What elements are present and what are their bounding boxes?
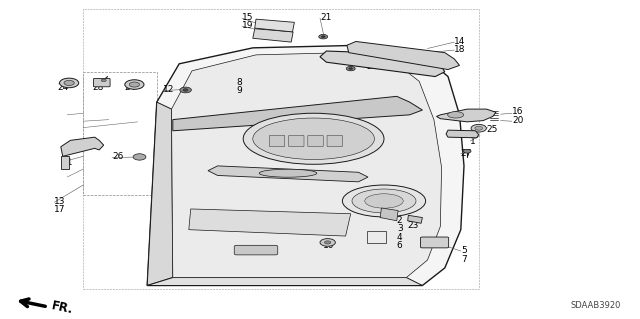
Circle shape [321, 36, 325, 38]
Polygon shape [347, 41, 460, 70]
Text: 17: 17 [54, 205, 66, 214]
Polygon shape [436, 109, 496, 122]
FancyBboxPatch shape [269, 135, 285, 147]
FancyBboxPatch shape [289, 135, 304, 147]
Circle shape [320, 239, 335, 246]
Polygon shape [408, 215, 422, 223]
Text: 8: 8 [237, 78, 243, 87]
Text: 14: 14 [454, 37, 466, 46]
Polygon shape [380, 208, 398, 221]
Text: 19: 19 [242, 21, 253, 30]
Polygon shape [189, 209, 351, 236]
Circle shape [133, 154, 146, 160]
Text: 3: 3 [397, 224, 403, 233]
Polygon shape [208, 166, 368, 182]
Polygon shape [173, 96, 422, 131]
Text: 22: 22 [366, 62, 378, 70]
Text: 12: 12 [163, 85, 175, 94]
Text: 5: 5 [461, 246, 467, 255]
Text: 20: 20 [512, 116, 524, 125]
Circle shape [463, 149, 471, 153]
Text: 7: 7 [461, 255, 467, 263]
FancyBboxPatch shape [420, 237, 449, 248]
Circle shape [319, 34, 328, 39]
Ellipse shape [259, 169, 317, 177]
Text: 11: 11 [62, 158, 74, 167]
Text: FR.: FR. [50, 299, 74, 316]
Text: 13: 13 [54, 197, 66, 206]
Circle shape [180, 87, 191, 93]
Polygon shape [147, 278, 422, 286]
Circle shape [60, 78, 79, 88]
Text: 27: 27 [461, 149, 472, 158]
Text: 16: 16 [512, 107, 524, 116]
Text: 2: 2 [397, 216, 403, 225]
Polygon shape [255, 19, 294, 32]
Text: SDAAB3920: SDAAB3920 [570, 301, 621, 310]
Text: 4: 4 [397, 233, 403, 242]
Circle shape [349, 68, 353, 70]
Polygon shape [446, 130, 479, 138]
Circle shape [101, 79, 106, 82]
Circle shape [471, 124, 486, 132]
Circle shape [475, 126, 483, 130]
FancyBboxPatch shape [308, 135, 323, 147]
Circle shape [129, 82, 140, 87]
Text: 18: 18 [454, 45, 466, 54]
Polygon shape [147, 45, 464, 286]
Circle shape [64, 80, 74, 85]
Text: 26: 26 [112, 152, 124, 161]
FancyBboxPatch shape [93, 78, 110, 87]
Circle shape [183, 89, 188, 91]
Text: 28: 28 [93, 83, 104, 92]
Text: 10: 10 [323, 241, 335, 250]
FancyBboxPatch shape [327, 135, 342, 147]
Circle shape [346, 66, 355, 71]
Polygon shape [61, 156, 69, 169]
Polygon shape [253, 29, 293, 42]
Text: 23: 23 [407, 221, 419, 230]
Ellipse shape [342, 185, 426, 217]
Ellipse shape [243, 113, 384, 164]
Polygon shape [320, 51, 445, 77]
Text: 9: 9 [237, 86, 243, 95]
Circle shape [125, 80, 144, 89]
Polygon shape [147, 102, 173, 286]
Ellipse shape [365, 194, 403, 208]
Text: 24: 24 [58, 83, 69, 92]
Text: 6: 6 [397, 241, 403, 250]
Circle shape [324, 241, 331, 244]
Polygon shape [172, 53, 442, 278]
Ellipse shape [352, 189, 416, 213]
Polygon shape [61, 137, 104, 156]
Text: 1: 1 [470, 137, 476, 146]
Text: 21: 21 [320, 13, 332, 22]
FancyBboxPatch shape [234, 245, 278, 255]
Ellipse shape [448, 112, 463, 118]
Ellipse shape [253, 118, 374, 160]
Text: 25: 25 [486, 125, 498, 134]
Text: 15: 15 [242, 13, 253, 22]
Text: 24: 24 [125, 83, 136, 92]
